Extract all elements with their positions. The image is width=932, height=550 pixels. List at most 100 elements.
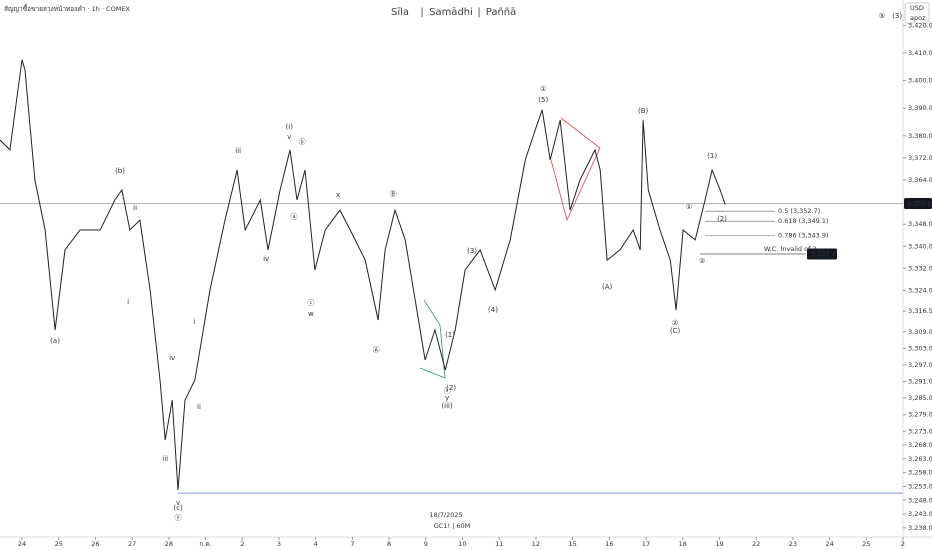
x-tick-label: 28	[165, 540, 173, 548]
currency: USD	[910, 4, 924, 12]
wave-label: (4)	[488, 306, 498, 314]
x-tick-label: 24	[18, 540, 26, 548]
wave-label: v	[176, 499, 180, 507]
y-tick-label: 3,316.5	[908, 307, 932, 315]
fib-label: 0.786 (3,343.9)	[778, 232, 829, 240]
x-tick-label: 23	[789, 540, 797, 548]
y-tick-label: 3,410.0	[908, 49, 932, 57]
x-tick-label: 16	[605, 540, 613, 548]
price-line-series	[0, 59, 726, 491]
y-tick-label: 3,279.0	[908, 411, 932, 419]
y-tick-label: 3,420.0	[908, 21, 932, 29]
currency-box[interactable]	[904, 2, 930, 24]
x-tick-label: 15	[568, 540, 576, 548]
x-tick-label: 18	[679, 540, 687, 548]
wave-label: ②	[672, 319, 678, 327]
wave-label: y	[445, 394, 449, 402]
y-tick-label: 3,364.0	[908, 176, 932, 184]
y-tick-label: 3,332.0	[908, 264, 932, 272]
wave-label: ①	[686, 203, 692, 211]
wave-label: (c)	[173, 504, 183, 512]
wave-label: (iii)	[441, 402, 453, 410]
fib-label: 0.5 (3,352.7)	[778, 207, 820, 215]
x-tick-label: 4	[314, 540, 318, 548]
x-tick-label: 26	[91, 540, 99, 548]
wave-label: ⓨ	[175, 514, 182, 522]
y-tick-label: 3,238.0	[908, 524, 932, 532]
wave-label: ①	[540, 85, 546, 93]
wave-label: ii	[133, 204, 137, 212]
y-tick-label: 3,324.0	[908, 286, 932, 294]
x-tick-label: 8	[387, 540, 391, 548]
wave-label: ii	[197, 403, 201, 411]
wave-label: ⓑ	[299, 138, 306, 146]
triangle-drawing	[550, 117, 601, 222]
wave-label: (2)	[717, 215, 727, 223]
y-tick-label: 3,268.0	[908, 441, 932, 449]
wave-label: (5)	[538, 96, 548, 104]
x-tick-label: 17	[642, 540, 650, 548]
chart-title: สัญญาซื้อขายล่วงหน้าทองคำ · 1h · COMEX	[4, 4, 130, 13]
invalidation-label: W.C. Invalid of 2	[764, 245, 817, 253]
wave-label: ⑤	[879, 12, 885, 20]
wave-label: i	[193, 318, 195, 326]
triangle-drawing	[419, 299, 446, 379]
header-text: Samādhi	[429, 7, 473, 18]
wave-label: iii	[235, 147, 241, 155]
wave-label: (1)	[445, 331, 455, 339]
price-tag	[904, 197, 932, 209]
wave-label: (A)	[602, 283, 613, 291]
wave-label: (B)	[638, 107, 649, 115]
y-tick-label: 3,297.0	[908, 361, 932, 369]
y-tick-label: 3,400.0	[908, 77, 932, 85]
price-tag-label: 3,355.5	[907, 199, 932, 207]
y-tick-label: 3,248.0	[908, 496, 932, 504]
invalidation-value: 3,337.2	[811, 250, 836, 258]
y-tick-label: 3,243.0	[908, 510, 932, 518]
wave-label: ②	[699, 257, 705, 265]
wave-label: (i)	[286, 123, 294, 131]
wave-label: Ⓑ	[390, 190, 397, 198]
y-tick-label: 3,309.0	[908, 328, 932, 336]
x-tick-label: 25	[862, 540, 870, 548]
x-tick-label: 7	[350, 540, 354, 548]
x-tick-label: ก.ค.	[199, 540, 211, 548]
x-tick-label: 10	[458, 540, 466, 548]
header-text: |	[420, 7, 423, 18]
wave-label: (b)	[115, 167, 125, 175]
y-tick-label: 3,263.0	[908, 455, 932, 463]
y-tick-label: 3,380.0	[908, 132, 932, 140]
x-tick-label: 27	[128, 540, 136, 548]
x-tick-label: 9	[424, 540, 428, 548]
x-tick-label: 12	[532, 540, 540, 548]
x-tick-label: 19	[715, 540, 723, 548]
y-tick-label: 3,258.0	[908, 469, 932, 477]
wave-label: iv	[169, 354, 175, 362]
x-tick-label: 24	[825, 540, 833, 548]
y-tick-label: 3,291.0	[908, 378, 932, 386]
wave-label: (2)	[446, 384, 456, 392]
wave-label: x	[336, 191, 340, 199]
y-tick-label: 3,390.0	[908, 104, 932, 112]
wave-label: iii	[162, 455, 168, 463]
y-tick-label: 3,273.0	[908, 427, 932, 435]
wave-label: w	[308, 310, 314, 318]
wave-label: (3)	[892, 12, 902, 20]
invalidation-tag	[807, 248, 837, 260]
y-tick-label: 3,348.0	[908, 220, 932, 228]
wave-label: iv	[263, 255, 269, 263]
y-tick-label: 3,303.0	[908, 344, 932, 352]
wave-label: (1)	[707, 152, 717, 160]
header-text: Sīla	[391, 7, 409, 18]
wave-label: i	[127, 298, 129, 306]
wave-label: ⓐ	[291, 213, 298, 221]
y-tick-label: 3,285.0	[908, 394, 932, 402]
wave-label: (3)	[467, 247, 477, 255]
x-tick-label: 25	[55, 540, 63, 548]
header-text: |	[477, 7, 480, 18]
footer-symbol: GC1! | 60M	[434, 522, 471, 530]
fib-label: 0.618 (3,349.1)	[778, 217, 829, 225]
wave-label: (C)	[670, 327, 681, 335]
wave-label: (a)	[50, 337, 60, 345]
